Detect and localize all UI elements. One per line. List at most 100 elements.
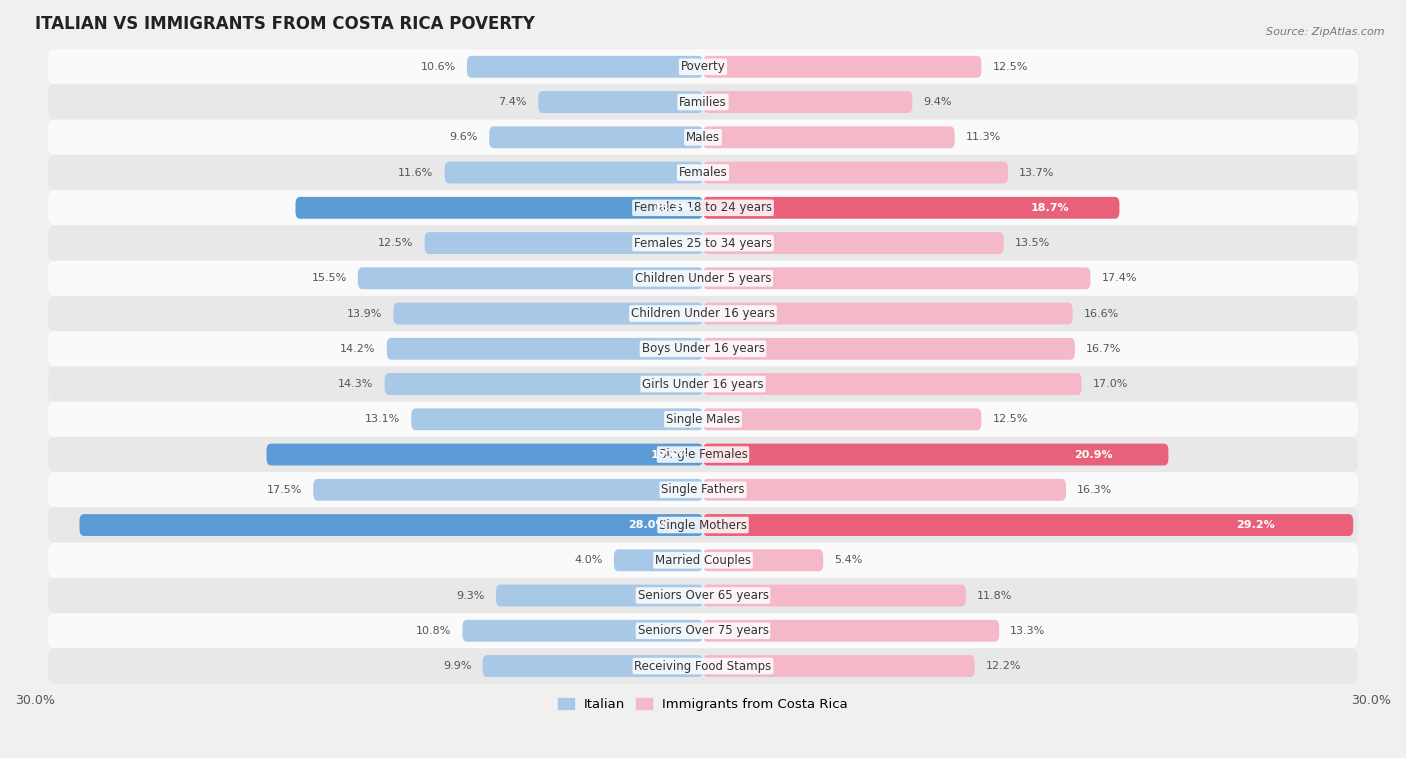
Text: 11.3%: 11.3% xyxy=(966,133,1001,143)
FancyBboxPatch shape xyxy=(48,49,1358,84)
FancyBboxPatch shape xyxy=(703,550,824,572)
Text: Single Mothers: Single Mothers xyxy=(659,518,747,531)
FancyBboxPatch shape xyxy=(463,620,703,642)
Text: 12.5%: 12.5% xyxy=(993,62,1028,72)
Text: Males: Males xyxy=(686,131,720,144)
Text: 10.6%: 10.6% xyxy=(420,62,456,72)
Text: Families: Families xyxy=(679,96,727,108)
Text: 9.9%: 9.9% xyxy=(443,661,471,671)
FancyBboxPatch shape xyxy=(48,472,1358,507)
Text: 16.3%: 16.3% xyxy=(1077,485,1112,495)
Text: 10.8%: 10.8% xyxy=(416,626,451,636)
FancyBboxPatch shape xyxy=(489,127,703,149)
Text: 12.2%: 12.2% xyxy=(986,661,1021,671)
Text: 12.5%: 12.5% xyxy=(993,415,1028,424)
Text: 17.5%: 17.5% xyxy=(267,485,302,495)
FancyBboxPatch shape xyxy=(359,268,703,290)
FancyBboxPatch shape xyxy=(703,409,981,431)
FancyBboxPatch shape xyxy=(48,578,1358,613)
FancyBboxPatch shape xyxy=(703,620,1000,642)
Text: ITALIAN VS IMMIGRANTS FROM COSTA RICA POVERTY: ITALIAN VS IMMIGRANTS FROM COSTA RICA PO… xyxy=(35,15,534,33)
Text: 20.9%: 20.9% xyxy=(1074,449,1112,459)
FancyBboxPatch shape xyxy=(703,197,1119,219)
Text: 28.0%: 28.0% xyxy=(628,520,666,530)
FancyBboxPatch shape xyxy=(48,84,1358,120)
Text: 18.3%: 18.3% xyxy=(654,203,693,213)
FancyBboxPatch shape xyxy=(48,648,1358,684)
Text: 7.4%: 7.4% xyxy=(499,97,527,107)
Text: Single Males: Single Males xyxy=(666,413,740,426)
FancyBboxPatch shape xyxy=(425,232,703,254)
FancyBboxPatch shape xyxy=(703,232,1004,254)
FancyBboxPatch shape xyxy=(614,550,703,572)
Text: 9.6%: 9.6% xyxy=(450,133,478,143)
Text: 19.6%: 19.6% xyxy=(651,449,689,459)
Text: 13.5%: 13.5% xyxy=(1015,238,1050,248)
FancyBboxPatch shape xyxy=(703,268,1091,290)
Text: Poverty: Poverty xyxy=(681,61,725,74)
FancyBboxPatch shape xyxy=(703,161,1008,183)
FancyBboxPatch shape xyxy=(703,338,1076,360)
Text: Girls Under 16 years: Girls Under 16 years xyxy=(643,377,763,390)
FancyBboxPatch shape xyxy=(703,373,1081,395)
FancyBboxPatch shape xyxy=(48,120,1358,155)
FancyBboxPatch shape xyxy=(538,91,703,113)
FancyBboxPatch shape xyxy=(48,155,1358,190)
FancyBboxPatch shape xyxy=(387,338,703,360)
Text: 13.9%: 13.9% xyxy=(347,309,382,318)
Text: 4.0%: 4.0% xyxy=(575,556,603,565)
Text: Females 18 to 24 years: Females 18 to 24 years xyxy=(634,202,772,215)
FancyBboxPatch shape xyxy=(703,302,1073,324)
Text: 9.4%: 9.4% xyxy=(924,97,952,107)
FancyBboxPatch shape xyxy=(467,56,703,78)
FancyBboxPatch shape xyxy=(80,514,703,536)
FancyBboxPatch shape xyxy=(482,655,703,677)
FancyBboxPatch shape xyxy=(703,443,1168,465)
Text: Children Under 16 years: Children Under 16 years xyxy=(631,307,775,320)
FancyBboxPatch shape xyxy=(48,225,1358,261)
Text: 14.2%: 14.2% xyxy=(340,344,375,354)
FancyBboxPatch shape xyxy=(295,197,703,219)
Legend: Italian, Immigrants from Costa Rica: Italian, Immigrants from Costa Rica xyxy=(553,692,853,716)
Text: 15.5%: 15.5% xyxy=(312,274,347,283)
Text: 16.7%: 16.7% xyxy=(1085,344,1122,354)
FancyBboxPatch shape xyxy=(385,373,703,395)
Text: 18.7%: 18.7% xyxy=(1031,203,1070,213)
FancyBboxPatch shape xyxy=(703,584,966,606)
FancyBboxPatch shape xyxy=(48,543,1358,578)
FancyBboxPatch shape xyxy=(703,479,1066,501)
FancyBboxPatch shape xyxy=(48,613,1358,648)
FancyBboxPatch shape xyxy=(314,479,703,501)
Text: 11.8%: 11.8% xyxy=(977,590,1012,600)
Text: Receiving Food Stamps: Receiving Food Stamps xyxy=(634,659,772,672)
Text: 16.6%: 16.6% xyxy=(1084,309,1119,318)
FancyBboxPatch shape xyxy=(394,302,703,324)
FancyBboxPatch shape xyxy=(48,261,1358,296)
Text: 13.1%: 13.1% xyxy=(366,415,401,424)
FancyBboxPatch shape xyxy=(703,56,981,78)
FancyBboxPatch shape xyxy=(703,91,912,113)
Text: 13.3%: 13.3% xyxy=(1011,626,1046,636)
FancyBboxPatch shape xyxy=(48,296,1358,331)
Text: 11.6%: 11.6% xyxy=(398,168,433,177)
FancyBboxPatch shape xyxy=(48,402,1358,437)
Text: 17.4%: 17.4% xyxy=(1102,274,1137,283)
Text: 14.3%: 14.3% xyxy=(337,379,374,389)
FancyBboxPatch shape xyxy=(412,409,703,431)
Text: 17.0%: 17.0% xyxy=(1092,379,1128,389)
Text: Single Females: Single Females xyxy=(658,448,748,461)
FancyBboxPatch shape xyxy=(444,161,703,183)
Text: Children Under 5 years: Children Under 5 years xyxy=(634,272,772,285)
Text: Source: ZipAtlas.com: Source: ZipAtlas.com xyxy=(1267,27,1385,36)
FancyBboxPatch shape xyxy=(48,437,1358,472)
Text: 13.7%: 13.7% xyxy=(1019,168,1054,177)
Text: Females: Females xyxy=(679,166,727,179)
Text: 9.3%: 9.3% xyxy=(457,590,485,600)
FancyBboxPatch shape xyxy=(496,584,703,606)
Text: Boys Under 16 years: Boys Under 16 years xyxy=(641,343,765,356)
Text: 29.2%: 29.2% xyxy=(1236,520,1275,530)
Text: 12.5%: 12.5% xyxy=(378,238,413,248)
FancyBboxPatch shape xyxy=(48,331,1358,366)
Text: Married Couples: Married Couples xyxy=(655,554,751,567)
FancyBboxPatch shape xyxy=(267,443,703,465)
